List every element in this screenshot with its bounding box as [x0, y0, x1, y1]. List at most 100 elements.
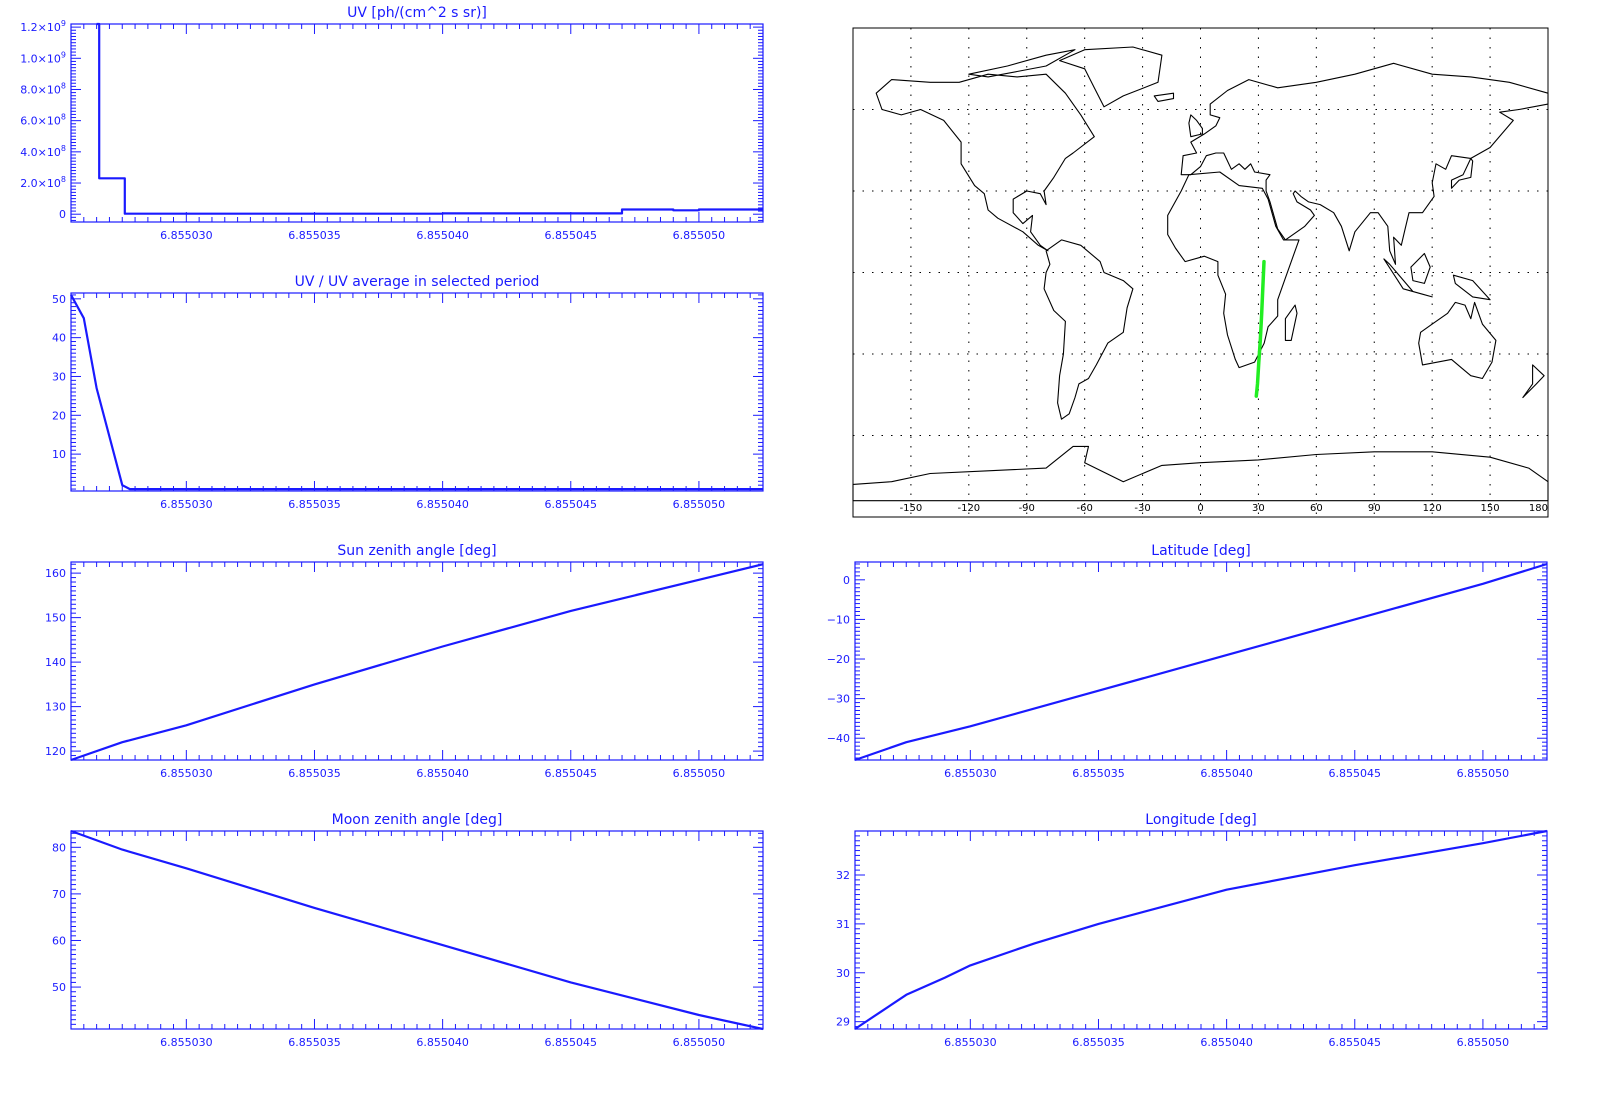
- x-tick-label: 6.855030: [160, 498, 213, 511]
- y-tick-mantissa: 0: [59, 208, 66, 221]
- y-tick-label: 60: [52, 934, 66, 947]
- y-tick-exponent: 9: [61, 50, 66, 59]
- y-tick-mantissa: 1.2×10: [20, 21, 61, 34]
- x-tick-label: 6.855035: [288, 498, 341, 511]
- x-tick-label: 6.855030: [944, 767, 997, 780]
- x-tick-label: 6.855040: [416, 767, 469, 780]
- y-tick-label: 0: [843, 574, 850, 587]
- x-tick-label: 6.855050: [673, 767, 726, 780]
- y-tick-mantissa: 8.0×10: [20, 83, 61, 96]
- x-tick-label: 6.855040: [1200, 767, 1253, 780]
- y-tick-label: 32: [836, 869, 850, 882]
- y-tick-mantissa: 1.0×10: [20, 52, 61, 65]
- satellite-track: [1254, 259, 1266, 398]
- coastline-uk: [1188, 114, 1203, 138]
- coastline-antarctica: [852, 445, 1549, 502]
- coastline-new-zealand: [1522, 364, 1545, 399]
- x-tick-label: 6.855045: [1329, 767, 1382, 780]
- map-longitude-label: -30: [1134, 503, 1150, 514]
- map-longitude-label: -60: [1076, 503, 1092, 514]
- y-tick-mantissa: 4.0×10: [20, 146, 61, 159]
- y-tick-label: 29: [836, 1016, 850, 1029]
- y-tick-exponent: 8: [61, 144, 66, 153]
- y-tick-label: 160: [45, 567, 66, 580]
- y-tick-exponent: 8: [61, 81, 66, 90]
- map-longitude-label: 90: [1368, 503, 1381, 514]
- map-longitude-label: -150: [900, 503, 923, 514]
- coastline-north-america: [875, 73, 1095, 252]
- coastline-indonesia: [1383, 258, 1433, 298]
- x-tick-label: 6.855040: [416, 229, 469, 242]
- chart-title: Latitude [deg]: [1151, 543, 1250, 559]
- x-tick-label: 6.855050: [673, 498, 726, 511]
- x-tick-label: 6.855050: [673, 1036, 726, 1049]
- map-longitude-label: 120: [1423, 503, 1442, 514]
- y-tick-label: 4.0×108: [20, 144, 66, 159]
- x-tick-label: 6.855045: [545, 229, 598, 242]
- chart-moon_zenith: Moon zenith angle [deg] 6.855030 6.855035 6…: [52, 812, 764, 1049]
- y-tick-exponent: 8: [61, 175, 66, 184]
- y-tick-label: 130: [45, 701, 66, 714]
- x-tick-label: 6.855040: [416, 1036, 469, 1049]
- coastline-south-america: [1043, 239, 1134, 420]
- y-tick-label: 120: [45, 745, 66, 758]
- y-tick-label: 31: [836, 918, 850, 931]
- y-tick-label: −20: [827, 653, 850, 666]
- coastline-iceland: [1153, 92, 1175, 102]
- y-tick-label: 150: [45, 612, 66, 625]
- y-tick-label: 140: [45, 656, 66, 669]
- map-longitude-label: 60: [1310, 503, 1323, 514]
- y-tick-label: −30: [827, 693, 850, 706]
- y-tick-label: 30: [836, 967, 850, 980]
- x-tick-label: 6.855030: [160, 229, 213, 242]
- x-tick-label: 6.855035: [288, 767, 341, 780]
- chart-latitude: Latitude [deg] 6.855030 6.855035 6.855040 6.…: [827, 543, 1548, 780]
- y-tick-label: 20: [52, 409, 66, 422]
- x-tick-label: 6.855050: [1457, 1036, 1510, 1049]
- x-tick-label: 6.855030: [160, 1036, 213, 1049]
- map-longitude-label: -90: [1019, 503, 1035, 514]
- y-tick-label: 8.0×108: [20, 81, 66, 96]
- coastline-new-guinea: [1452, 274, 1491, 301]
- chart-title: UV [ph/(cm^2 s sr)]: [347, 5, 487, 21]
- y-tick-label: 40: [52, 332, 66, 345]
- x-tick-label: 6.855030: [944, 1036, 997, 1049]
- x-tick-label: 6.855035: [1072, 767, 1125, 780]
- x-tick-label: 6.855045: [1329, 1036, 1382, 1049]
- y-tick-label: 30: [52, 370, 66, 383]
- x-tick-label: 6.855040: [416, 498, 469, 511]
- chart-title: UV / UV average in selected period: [295, 274, 540, 290]
- chart-title: Sun zenith angle [deg]: [337, 543, 496, 559]
- series-line: [70, 829, 764, 1031]
- coastline-africa: [1167, 171, 1300, 369]
- chart-sun_zenith: Sun zenith angle [deg] 6.855030 6.855035 6.…: [45, 543, 764, 780]
- series-line: [70, 294, 763, 491]
- coastline-japan: [1450, 157, 1474, 189]
- coastline-borneo: [1410, 252, 1431, 284]
- chart-title: Moon zenith angle [deg]: [332, 812, 503, 828]
- series-line: [854, 829, 1548, 1030]
- y-tick-label: −10: [827, 613, 850, 626]
- x-tick-label: 6.855045: [545, 498, 598, 511]
- x-tick-label: 6.855040: [1200, 1036, 1253, 1049]
- y-tick-label: 0: [59, 208, 66, 221]
- y-tick-label: −40: [827, 732, 850, 745]
- y-tick-label: 1.2×109: [20, 19, 66, 34]
- y-tick-label: 80: [52, 841, 66, 854]
- x-tick-label: 6.855045: [545, 767, 598, 780]
- series-line: [96, 22, 763, 215]
- series-line: [70, 563, 764, 762]
- chart-longitude: Longitude [deg] 6.855030 6.855035 6.855040 6…: [836, 812, 1548, 1049]
- y-tick-label: 2.0×108: [20, 175, 66, 190]
- x-tick-label: 6.855030: [160, 767, 213, 780]
- x-tick-label: 6.855050: [1457, 767, 1510, 780]
- x-tick-label: 6.855045: [545, 1036, 598, 1049]
- x-tick-label: 6.855050: [673, 229, 726, 242]
- coastline-arctic-islands: [968, 49, 1076, 78]
- y-tick-mantissa: 2.0×10: [20, 177, 61, 190]
- map-longitude-label: -120: [957, 503, 980, 514]
- y-tick-label: 70: [52, 888, 66, 901]
- chart-world_map: -150 -120 -90 -60 -30 0 30 60 90 120 150 180: [852, 27, 1549, 518]
- coastline-greenland: [1059, 46, 1163, 108]
